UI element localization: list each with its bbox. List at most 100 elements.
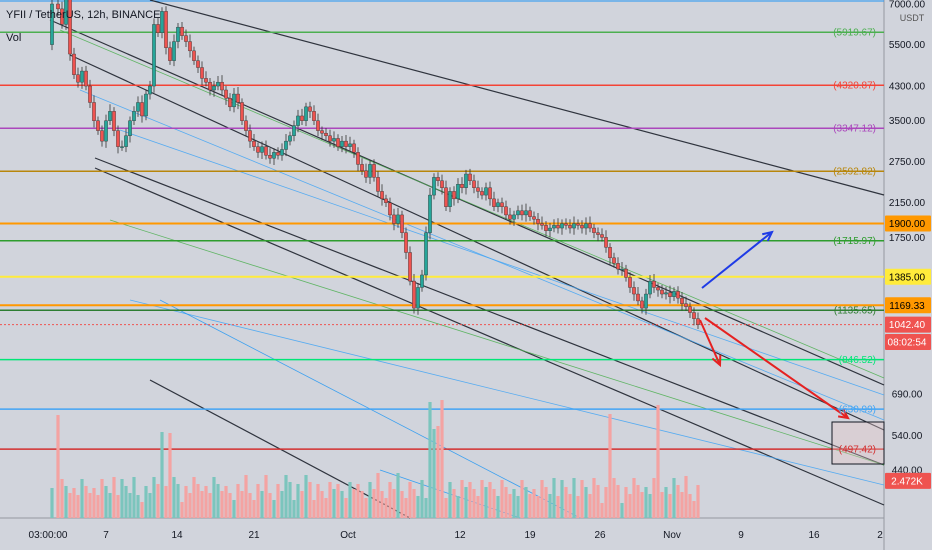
price-badge-label: 2.472K bbox=[891, 476, 923, 487]
candle-body bbox=[492, 198, 496, 207]
volume-bar bbox=[244, 475, 248, 518]
volume-bar bbox=[172, 477, 176, 518]
candle-body bbox=[108, 111, 112, 121]
candle-body bbox=[212, 85, 216, 91]
candle-body bbox=[628, 277, 632, 288]
candle-body bbox=[232, 93, 236, 108]
volume-bar bbox=[472, 489, 476, 518]
candle-body bbox=[548, 227, 552, 231]
volume-bar bbox=[340, 491, 344, 518]
volume-bar bbox=[384, 498, 388, 518]
volume-bar bbox=[392, 489, 396, 518]
channel-line bbox=[119, 129, 885, 396]
volume-bar bbox=[92, 488, 96, 518]
candle-body bbox=[696, 318, 700, 325]
candle-body bbox=[544, 225, 548, 231]
volume-bar bbox=[544, 487, 548, 518]
price-tick-label: 2750.00 bbox=[889, 157, 926, 168]
candle-body bbox=[336, 138, 340, 147]
level-value-label: (5919.67) bbox=[833, 28, 876, 39]
volume-bar bbox=[500, 480, 504, 518]
candle-body bbox=[220, 81, 224, 91]
volume-bar bbox=[344, 498, 348, 518]
candle-body bbox=[304, 106, 308, 121]
candle-body bbox=[604, 237, 608, 248]
candle-body bbox=[60, 8, 64, 25]
volume-bar bbox=[612, 478, 616, 518]
volume-bar bbox=[584, 487, 588, 518]
volume-label: Vol bbox=[6, 32, 22, 44]
candle-body bbox=[172, 41, 176, 61]
volume-bar bbox=[540, 480, 544, 518]
volume-bars bbox=[50, 400, 700, 518]
volume-bar bbox=[628, 494, 632, 518]
volume-bar bbox=[660, 492, 664, 518]
time-tick-label: 9 bbox=[738, 530, 744, 541]
candle-body bbox=[312, 111, 316, 121]
volume-bar bbox=[604, 487, 608, 518]
volume-bar bbox=[124, 486, 128, 518]
candle-body bbox=[524, 210, 528, 216]
volume-bar bbox=[456, 496, 460, 518]
volume-bar bbox=[156, 484, 160, 518]
candle-body bbox=[380, 191, 384, 200]
volume-bar bbox=[696, 485, 700, 518]
candle-body bbox=[104, 120, 108, 142]
candle-body bbox=[616, 263, 620, 270]
volume-bar bbox=[176, 484, 180, 518]
price-tick-label: 3500.00 bbox=[889, 116, 926, 127]
volume-bar bbox=[396, 473, 400, 518]
price-badge bbox=[885, 316, 931, 333]
volume-bar bbox=[224, 486, 228, 518]
time-tick-label: 26 bbox=[594, 530, 606, 541]
volume-bar bbox=[596, 485, 600, 518]
volume-bar bbox=[60, 479, 64, 518]
volume-bar bbox=[560, 480, 564, 518]
candle-body bbox=[240, 102, 244, 121]
volume-bar bbox=[208, 493, 212, 518]
volume-bar bbox=[112, 477, 116, 518]
candle-body bbox=[164, 11, 168, 48]
volume-bar bbox=[380, 491, 384, 518]
volume-bar bbox=[104, 486, 108, 518]
volume-bar bbox=[180, 502, 184, 518]
candle-body bbox=[556, 225, 560, 229]
candle-body bbox=[144, 93, 148, 117]
volume-bar bbox=[692, 501, 696, 518]
candle-body bbox=[364, 170, 368, 178]
volume-bar bbox=[492, 489, 496, 518]
volume-bar bbox=[448, 482, 452, 518]
volume-bar bbox=[212, 477, 216, 518]
volume-bar bbox=[688, 494, 692, 518]
price-tick-label: 2150.00 bbox=[889, 198, 926, 209]
volume-bar bbox=[368, 482, 372, 518]
projection-arrows bbox=[699, 230, 885, 465]
price-tick-label: 7000.00 bbox=[889, 0, 926, 11]
price-badge bbox=[885, 297, 931, 314]
candle-body bbox=[264, 146, 268, 156]
candle-body bbox=[424, 232, 428, 276]
candle-body bbox=[472, 180, 476, 188]
candle-body bbox=[176, 26, 180, 42]
volume-bar bbox=[436, 426, 440, 518]
candle-body bbox=[668, 292, 672, 297]
candle-body bbox=[624, 268, 628, 278]
price-candles bbox=[50, 0, 700, 329]
volume-bar bbox=[576, 496, 580, 518]
volume-bar bbox=[376, 473, 380, 518]
candle-body bbox=[600, 234, 604, 238]
candle-body bbox=[520, 210, 524, 216]
candle-body bbox=[352, 143, 356, 153]
candle-body bbox=[500, 202, 504, 207]
candle-body bbox=[228, 98, 232, 108]
candle-body bbox=[512, 214, 516, 220]
candle-body bbox=[636, 293, 640, 302]
volume-bar bbox=[464, 487, 468, 518]
volume-bar bbox=[416, 496, 420, 518]
volume-bar bbox=[64, 486, 68, 518]
candle-body bbox=[384, 198, 388, 203]
candle-body bbox=[432, 177, 436, 196]
volume-bar bbox=[128, 493, 132, 518]
